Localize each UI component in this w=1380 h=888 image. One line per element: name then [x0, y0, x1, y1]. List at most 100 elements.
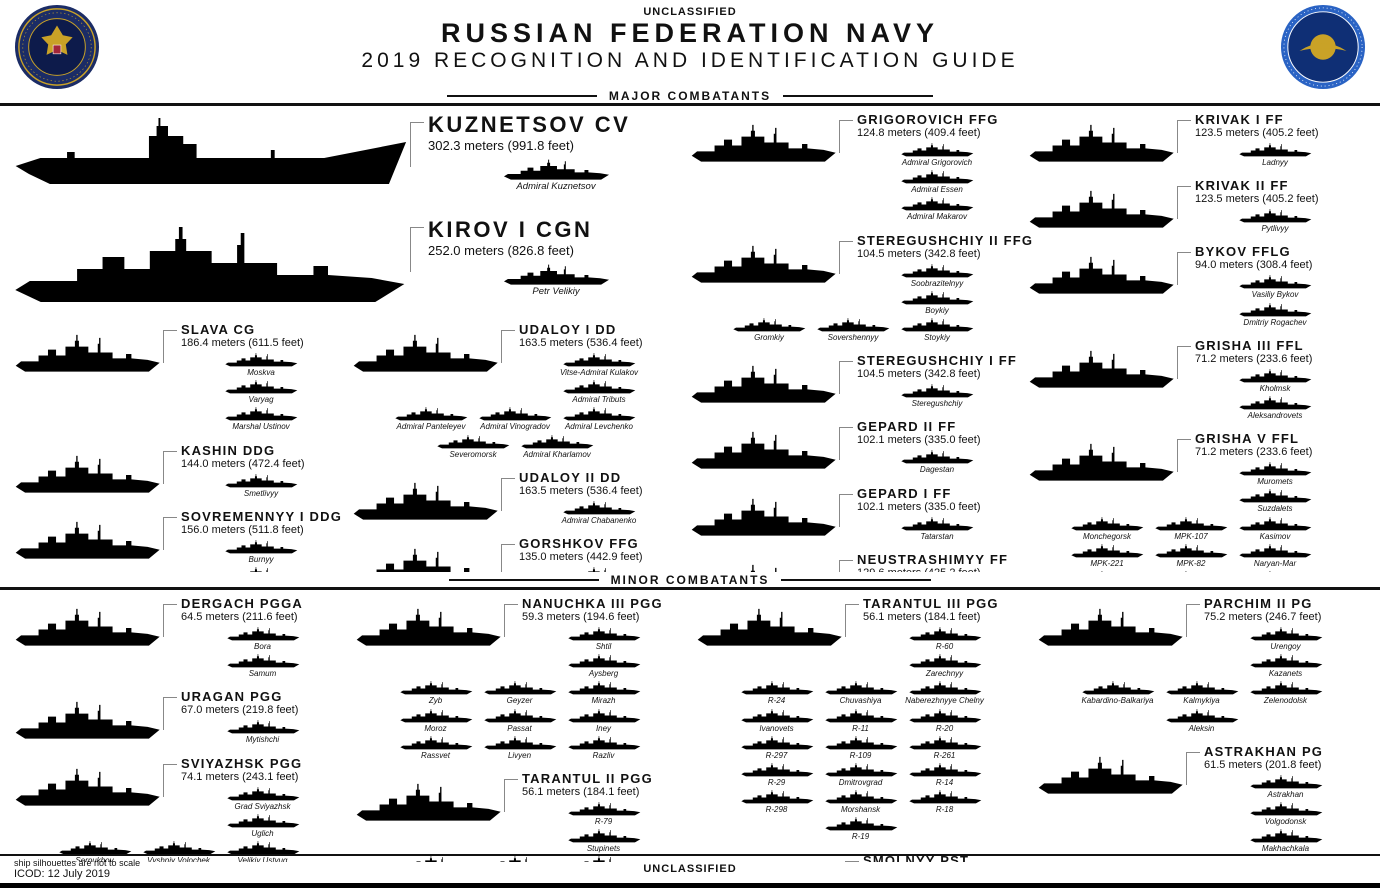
ship-thumbnail: Iney — [562, 708, 646, 733]
ship-thumbnail: R-261 — [903, 735, 987, 760]
ship-name: Admiral Essen — [911, 185, 963, 195]
ship-silhouette-icon — [908, 763, 981, 777]
footer: ship silhouettes are not to scale ICOD: … — [0, 854, 1380, 888]
warship-silhouette-icon — [1029, 350, 1174, 388]
bracket-line — [163, 450, 177, 484]
ship-silhouette-icon — [1239, 275, 1312, 289]
ship-silhouette-icon — [479, 407, 552, 421]
ship-class-size: 104.5 meters (342.8 feet) — [857, 247, 981, 260]
ship-thumbnail: R-18 — [903, 789, 987, 814]
ship-silhouette-icon — [1239, 570, 1312, 572]
ship-name: Smetlivyy — [243, 488, 279, 498]
bracket-line — [839, 427, 853, 461]
ship-class-grisha-iii-ffl: GRISHA III FFL 71.2 meters (233.6 feet) Kh… — [1027, 336, 1355, 420]
ship-class-name: KIROV I CGN — [428, 217, 593, 242]
ship-name: R-29 — [767, 777, 786, 787]
ship-silhouette-icon — [901, 290, 974, 305]
ship-thumbnail: Shtil — [562, 626, 646, 651]
ship-class-row: GRISHA III FFL 71.2 meters (233.6 feet) Kh… — [1027, 336, 1355, 420]
ship-class-size: 67.0 meters (219.8 feet) — [181, 704, 299, 717]
major-column-3: GRIGOROVICH FFG 124.8 meters (409.4 feet)… — [684, 110, 1032, 572]
ship-class-size: 56.1 meters (184.1 feet) — [863, 611, 981, 623]
ship-class-info: KUZNETSOV CV 302.3 meters (991.8 feet) Adm… — [428, 110, 684, 193]
ship-silhouette-icon — [824, 790, 897, 804]
featured-classes: KUZNETSOV CV 302.3 meters (991.8 feet) Adm… — [8, 110, 684, 311]
minor-column-3: TARANTUL III PGG 56.1 meters (184.1 feet)… — [690, 594, 1031, 862]
ship-class-info: ASTRAKHAN PG 61.5 meters (201.8 feet) Astr… — [1204, 742, 1367, 854]
ship-name: Monchegorsk — [1082, 531, 1132, 541]
ship-silhouette-icon — [824, 817, 897, 831]
ship-thumbnail: MPK-82 — [1149, 543, 1233, 568]
ship-class-astrakhan-pg: ASTRAKHAN PG 61.5 meters (201.8 feet) Astr… — [1036, 742, 1367, 854]
ship-class-info: PARCHIM II PG 75.2 meters (246.7 feet) Ure… — [1204, 594, 1367, 678]
ship-name: Admiral Panteleyev — [396, 422, 466, 432]
ship-silhouette-icon — [483, 681, 556, 695]
ship-class-size: 123.5 meters (405.2 feet) — [1195, 127, 1319, 139]
bracket-line — [839, 493, 853, 527]
ship-thumbnail: Kasimov — [1233, 516, 1317, 541]
ship-silhouette-icon — [395, 407, 468, 421]
warship-silhouette-icon — [1029, 124, 1174, 162]
ship-name: Chuvashiya — [839, 696, 882, 706]
ship-silhouette-icon — [563, 500, 636, 515]
classification-banner: UNCLASSIFIED — [643, 6, 737, 18]
ship-silhouette-icon — [824, 735, 897, 750]
ship-name: Astrakhan — [1267, 789, 1304, 799]
ship-class-info: KRIVAK I FF 123.5 meters (405.2 feet) Ladn… — [1195, 110, 1355, 167]
ship-name: Razliv — [592, 750, 615, 760]
ship-thumbnail: Razliv — [562, 735, 646, 760]
ship-class-row: KRIVAK I FF 123.5 meters (405.2 feet) Ladn… — [1027, 110, 1355, 167]
ship-silhouette-icon — [567, 627, 640, 641]
ship-silhouette-icon — [567, 681, 640, 695]
ship-class-info: KIROV I CGN 252.0 meters (826.8 feet) Petr… — [428, 215, 684, 298]
ship-class-size: 124.8 meters (409.4 feet) — [857, 127, 981, 139]
bracket-line — [410, 122, 424, 167]
ship-name: Geyzer — [506, 696, 533, 706]
ship-class-row: SVIYAZHSK PGG 74.1 meters (243.1 feet) Gra… — [13, 754, 344, 838]
ship-name: Samum — [248, 669, 277, 679]
ship-thumbnail: Naberezhnyye Chelny — [903, 680, 987, 705]
ship-thumbnail: Mytishchi — [221, 719, 305, 744]
ship-name: Stoykiy — [924, 332, 950, 342]
ship-silhouette-icon — [226, 654, 299, 668]
ship-name: Steregushchiy — [911, 399, 963, 409]
ship-thumbnail: Gromkiy — [727, 317, 811, 342]
ship-class-size: 75.2 meters (246.7 feet) — [1204, 611, 1322, 623]
ship-silhouette-icon — [901, 143, 974, 157]
ship-thumbnail: Mirazh — [562, 680, 646, 705]
bracket-line — [845, 604, 859, 637]
ship-class-size: 71.2 meters (233.6 feet) — [1195, 352, 1313, 365]
ship-thumbnail: Bystryy — [219, 566, 303, 572]
ship-silhouette-icon — [563, 567, 636, 572]
ship-class-row: STEREGUSHCHIY II FFG 104.5 meters (342.8 … — [689, 231, 1032, 315]
ship-name: Mytishchi — [245, 735, 280, 745]
ship-name: Vitse-Admiral Kulakov — [559, 368, 639, 377]
ship-name: Mirazh — [591, 696, 616, 706]
ship-thumbnail: Morshansk — [819, 789, 903, 814]
ship-class-info: GRISHA III FFL 71.2 meters (233.6 feet) Kh… — [1195, 336, 1355, 420]
ship-name: Muromets — [1257, 477, 1293, 487]
warship-silhouette-icon — [15, 227, 405, 302]
ship-silhouette-icon — [1239, 462, 1312, 476]
ship-class-info: KASHIN DDG 144.0 meters (472.4 feet) Smetl… — [181, 441, 341, 498]
warship-silhouette-icon — [691, 432, 836, 469]
ship-name: Admiral Kharlamov — [523, 449, 591, 459]
ship-thumbnails: Admiral Grigorovich Admiral Essen Admiral … — [857, 140, 1017, 222]
ship-silhouette-icon — [225, 567, 298, 572]
ship-name: Suzdalets — [1257, 504, 1293, 514]
ship-class-info: UDALOY II DD 163.5 meters (536.4 feet) Adm… — [519, 468, 679, 525]
ship-silhouette-icon — [567, 735, 640, 750]
ship-silhouette-icon — [1249, 774, 1322, 789]
bottom-black-bar — [0, 883, 1380, 888]
ship-name: MPK-82 — [1176, 558, 1206, 568]
ship-silhouette-icon — [226, 813, 299, 828]
ship-class-size: 252.0 meters (826.8 feet) — [428, 243, 574, 258]
ship-name: Aysberg — [588, 669, 619, 679]
ship-thumbnail: Vasiliy Bykov — [1233, 274, 1317, 299]
ship-class-row: UDALOY II DD 163.5 meters (536.4 feet) Adm… — [351, 468, 679, 525]
ship-thumbnail: Livyen — [478, 735, 562, 760]
ship-class-row: BYKOV FFLG 94.0 meters (308.4 feet) Vasili… — [1027, 242, 1355, 327]
ship-name: Vasiliy Bykov — [1251, 290, 1299, 300]
ship-class-bykov-fflg: BYKOV FFLG 94.0 meters (308.4 feet) Vasili… — [1027, 242, 1355, 327]
